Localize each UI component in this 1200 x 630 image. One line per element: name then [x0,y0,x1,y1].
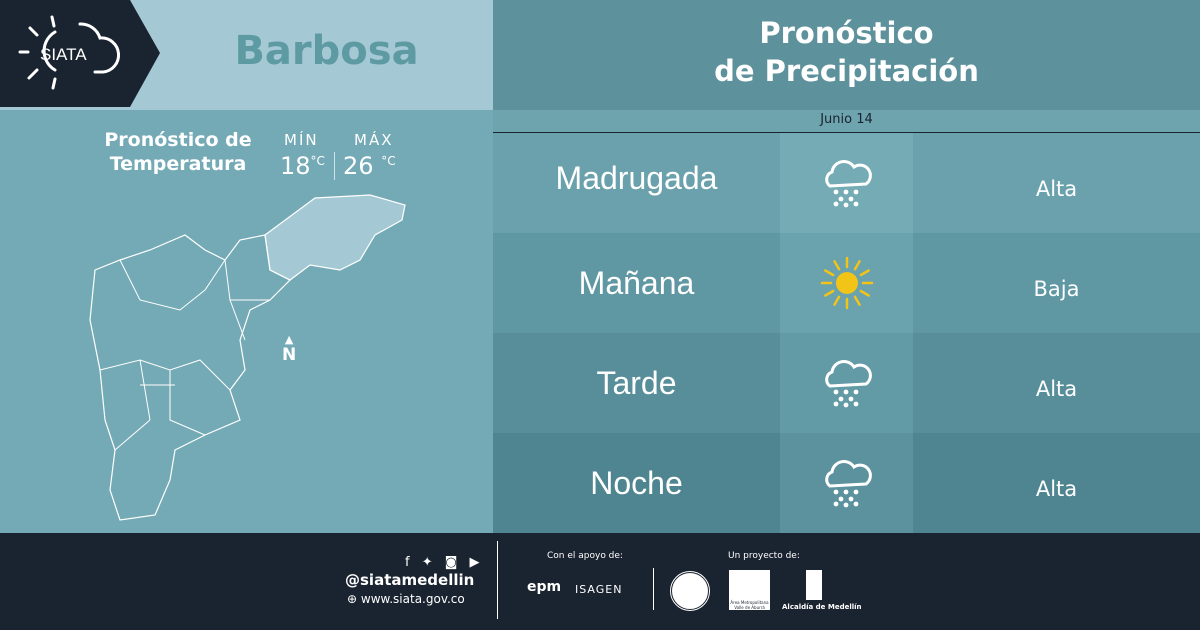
footer-divider [497,541,498,619]
precipitation-title-line2: de Precipitación [714,54,979,88]
precipitation-level: Alta [913,433,1200,533]
max-label: MÁX [354,131,394,149]
north-label: N [282,345,297,365]
footer: f ✦ ◙ ▶ @siatamedellin ⊕ www.siata.gov.c… [0,533,1200,630]
temperature-title-line1: Pronóstico de [104,129,252,151]
min-unit: °C [310,154,325,168]
forecast-row: Tarde Alta [493,333,1200,433]
temperature-title: Pronóstico de Temperatura [88,128,268,176]
epm-logo: epm [527,579,562,595]
svg-text:SIATA: SIATA [40,45,87,64]
period-label: Madrugada [493,133,780,233]
globe-icon: ⊕ [347,592,358,606]
website-link[interactable]: ⊕ www.siata.gov.co [347,592,465,606]
temp-divider [334,152,335,180]
weather-icon-cell [780,233,913,333]
alcaldia-text: Alcaldía de Medellín [782,603,862,611]
social-icons[interactable]: f ✦ ◙ ▶ [405,555,484,570]
min-temp-value: 18 [280,152,311,180]
footer-divider-2 [653,568,654,610]
website-text: www.siata.gov.co [360,592,465,606]
weather-icon-cell [780,433,913,533]
support-label: Con el apoyo de: [547,551,623,561]
municipality-map [89,194,406,521]
weather-icon-cell [780,133,913,233]
north-arrow-icon: ▲ [284,333,294,346]
area-text: Área Metropolitana Valle de Aburrá [730,600,769,610]
precipitation-level: Alta [913,333,1200,433]
max-temp: 26 °C [343,152,396,180]
rain-cloud-icon [824,460,872,508]
max-unit: °C [381,154,396,168]
min-temp: 18°C [280,152,325,180]
precipitation-title-line1: Pronóstico [759,16,934,50]
temperature-title-line2: Temperatura [109,153,247,175]
period-label: Mañana [493,233,780,333]
project-label: Un proyecto de: [728,551,800,561]
rain-cloud-icon [824,160,872,208]
weather-icon-cell [780,333,913,433]
sun-icon [820,256,873,310]
isagen-logo: ISAGEN [575,583,623,596]
antioquia-seal-logo [669,570,711,612]
area-metropolitana-logo: Área Metropolitana Valle de Aburrá [729,570,770,610]
city-name: Barbosa [234,28,419,74]
medellin-shield-logo [806,570,822,600]
siata-logo: SIATA [0,0,160,107]
precipitation-level: Alta [913,133,1200,233]
period-label: Noche [493,433,780,533]
max-temp-value: 26 [343,152,374,180]
precipitation-level: Baja [913,233,1200,333]
rain-cloud-icon [824,360,872,408]
forecast-row: Noche Alta [493,433,1200,533]
north-indicator: ▲ N [282,333,297,365]
sun-cloud-logo-icon: SIATA [18,15,120,90]
forecast-row: Mañana Baja [493,233,1200,333]
forecast-date: Junio 14 [493,110,1200,132]
forecast-row: Madrugada Alta [493,133,1200,233]
min-label: MÍN [284,131,319,149]
social-handle[interactable]: @siatamedellin [345,571,475,589]
precipitation-title: Pronóstico de Precipitación [493,0,1200,114]
period-label: Tarde [493,333,780,433]
map-panel: ▲ N [0,110,493,533]
